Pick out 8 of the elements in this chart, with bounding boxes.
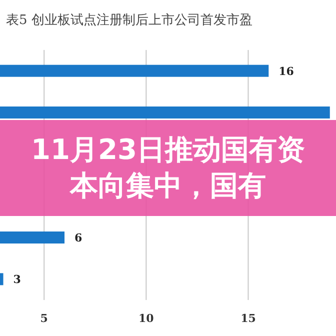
data-label: 6 <box>74 232 83 244</box>
data-label: 3 <box>13 273 21 286</box>
x-tick-label: 5 <box>40 312 48 325</box>
title: 表5 创业板试点注册制后上市公司首发市盈 <box>6 13 252 28</box>
x-tick-label: 15 <box>240 312 256 325</box>
annotation: 11月23日推动国有资本向集中，国有 <box>30 132 306 204</box>
data-label: 16 <box>278 64 294 78</box>
x-tick-label: 10 <box>138 312 154 325</box>
